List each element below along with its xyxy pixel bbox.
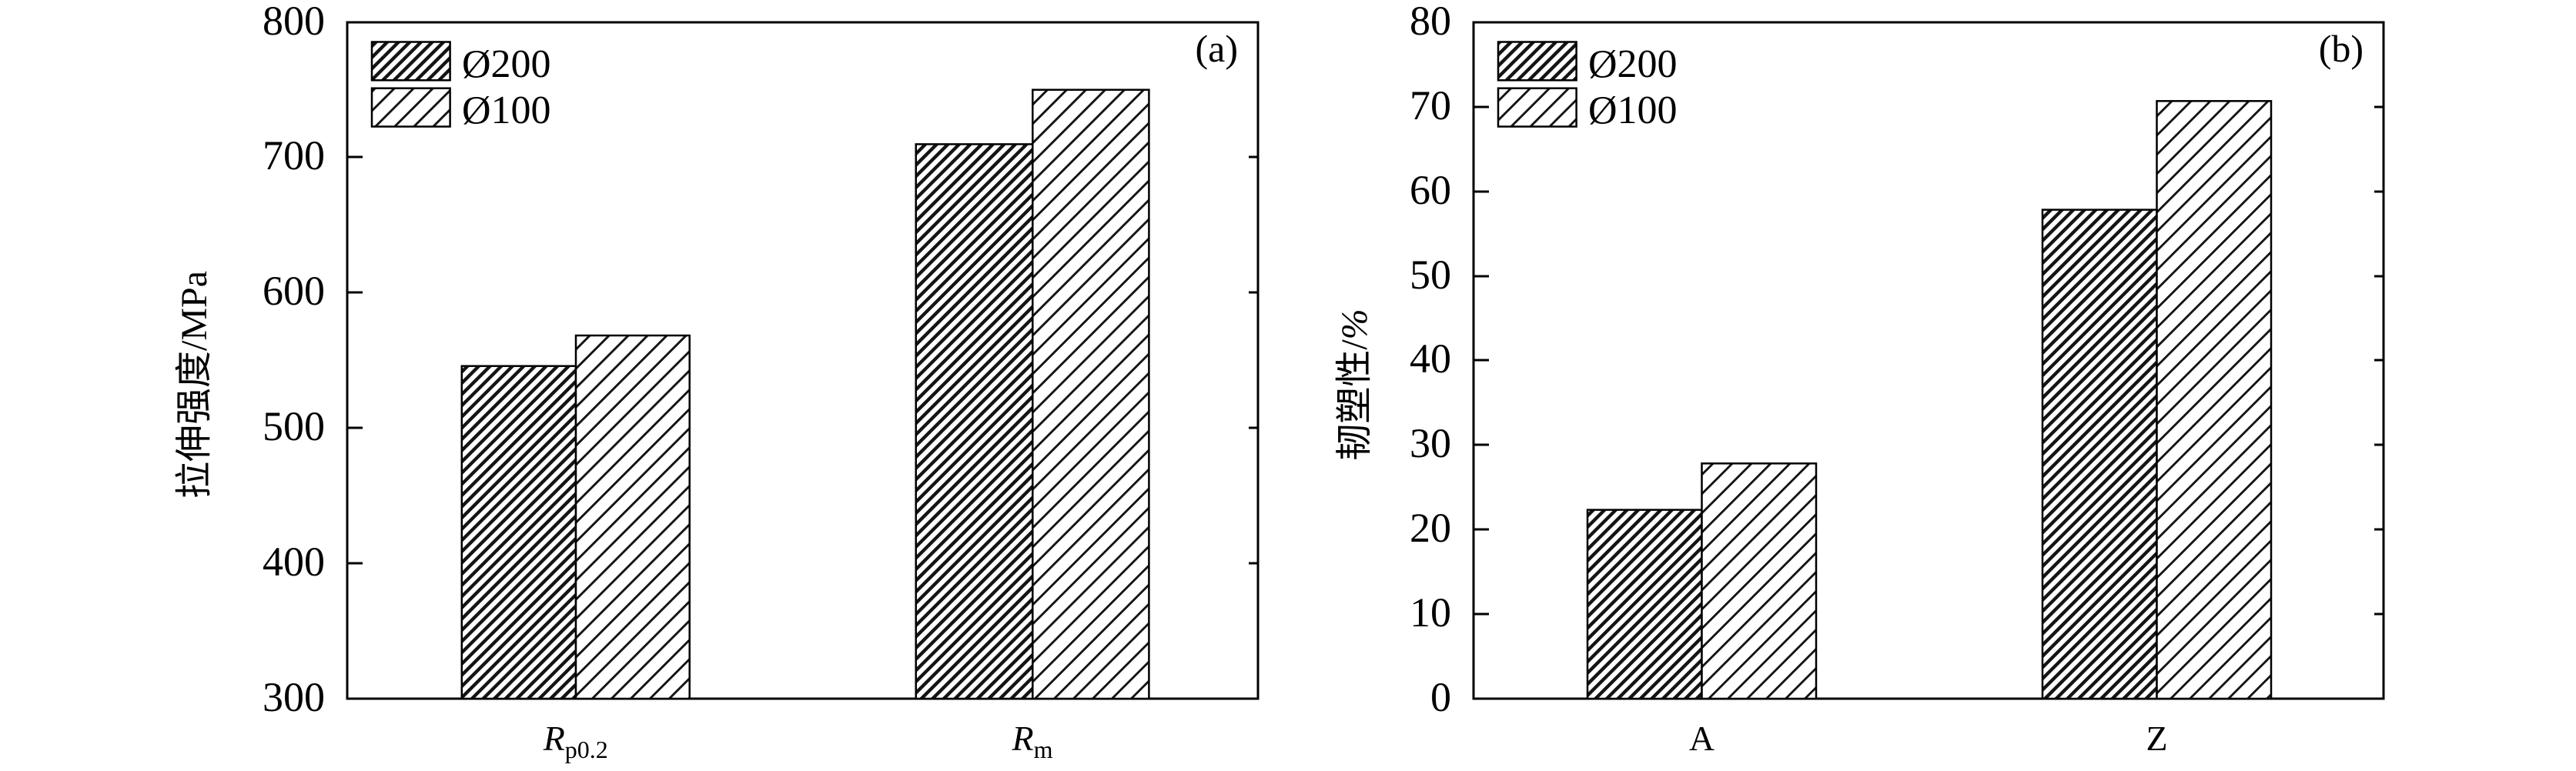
svg-text:Ø200: Ø200 bbox=[462, 42, 551, 86]
svg-text:0: 0 bbox=[1430, 674, 1451, 720]
svg-text:50: 50 bbox=[1410, 252, 1451, 298]
svg-text:拉伸强度/MPa: 拉伸强度/MPa bbox=[174, 271, 215, 499]
svg-text:Rm: Rm bbox=[1012, 719, 1053, 763]
svg-text:700: 700 bbox=[263, 132, 325, 179]
svg-text:400: 400 bbox=[263, 539, 325, 585]
svg-text:(b): (b) bbox=[2319, 27, 2364, 70]
svg-text:韧塑性/%: 韧塑性/% bbox=[1334, 309, 1375, 460]
svg-text:Ø100: Ø100 bbox=[462, 88, 551, 132]
svg-text:300: 300 bbox=[263, 674, 325, 720]
svg-text:10: 10 bbox=[1410, 589, 1451, 636]
svg-text:Z: Z bbox=[2146, 719, 2167, 758]
svg-text:Ø200: Ø200 bbox=[1588, 42, 1678, 86]
svg-text:60: 60 bbox=[1410, 167, 1451, 213]
svg-text:80: 80 bbox=[1410, 0, 1451, 44]
svg-text:A: A bbox=[1689, 719, 1715, 758]
svg-text:500: 500 bbox=[263, 403, 325, 449]
svg-text:(a): (a) bbox=[1196, 27, 1239, 70]
svg-text:600: 600 bbox=[263, 268, 325, 314]
svg-text:70: 70 bbox=[1410, 82, 1451, 128]
svg-text:20: 20 bbox=[1410, 505, 1451, 551]
svg-text:40: 40 bbox=[1410, 335, 1451, 382]
svg-text:Rp0.2: Rp0.2 bbox=[543, 719, 608, 763]
svg-text:800: 800 bbox=[263, 0, 325, 44]
svg-text:30: 30 bbox=[1410, 420, 1451, 466]
svg-text:Ø100: Ø100 bbox=[1588, 88, 1678, 132]
